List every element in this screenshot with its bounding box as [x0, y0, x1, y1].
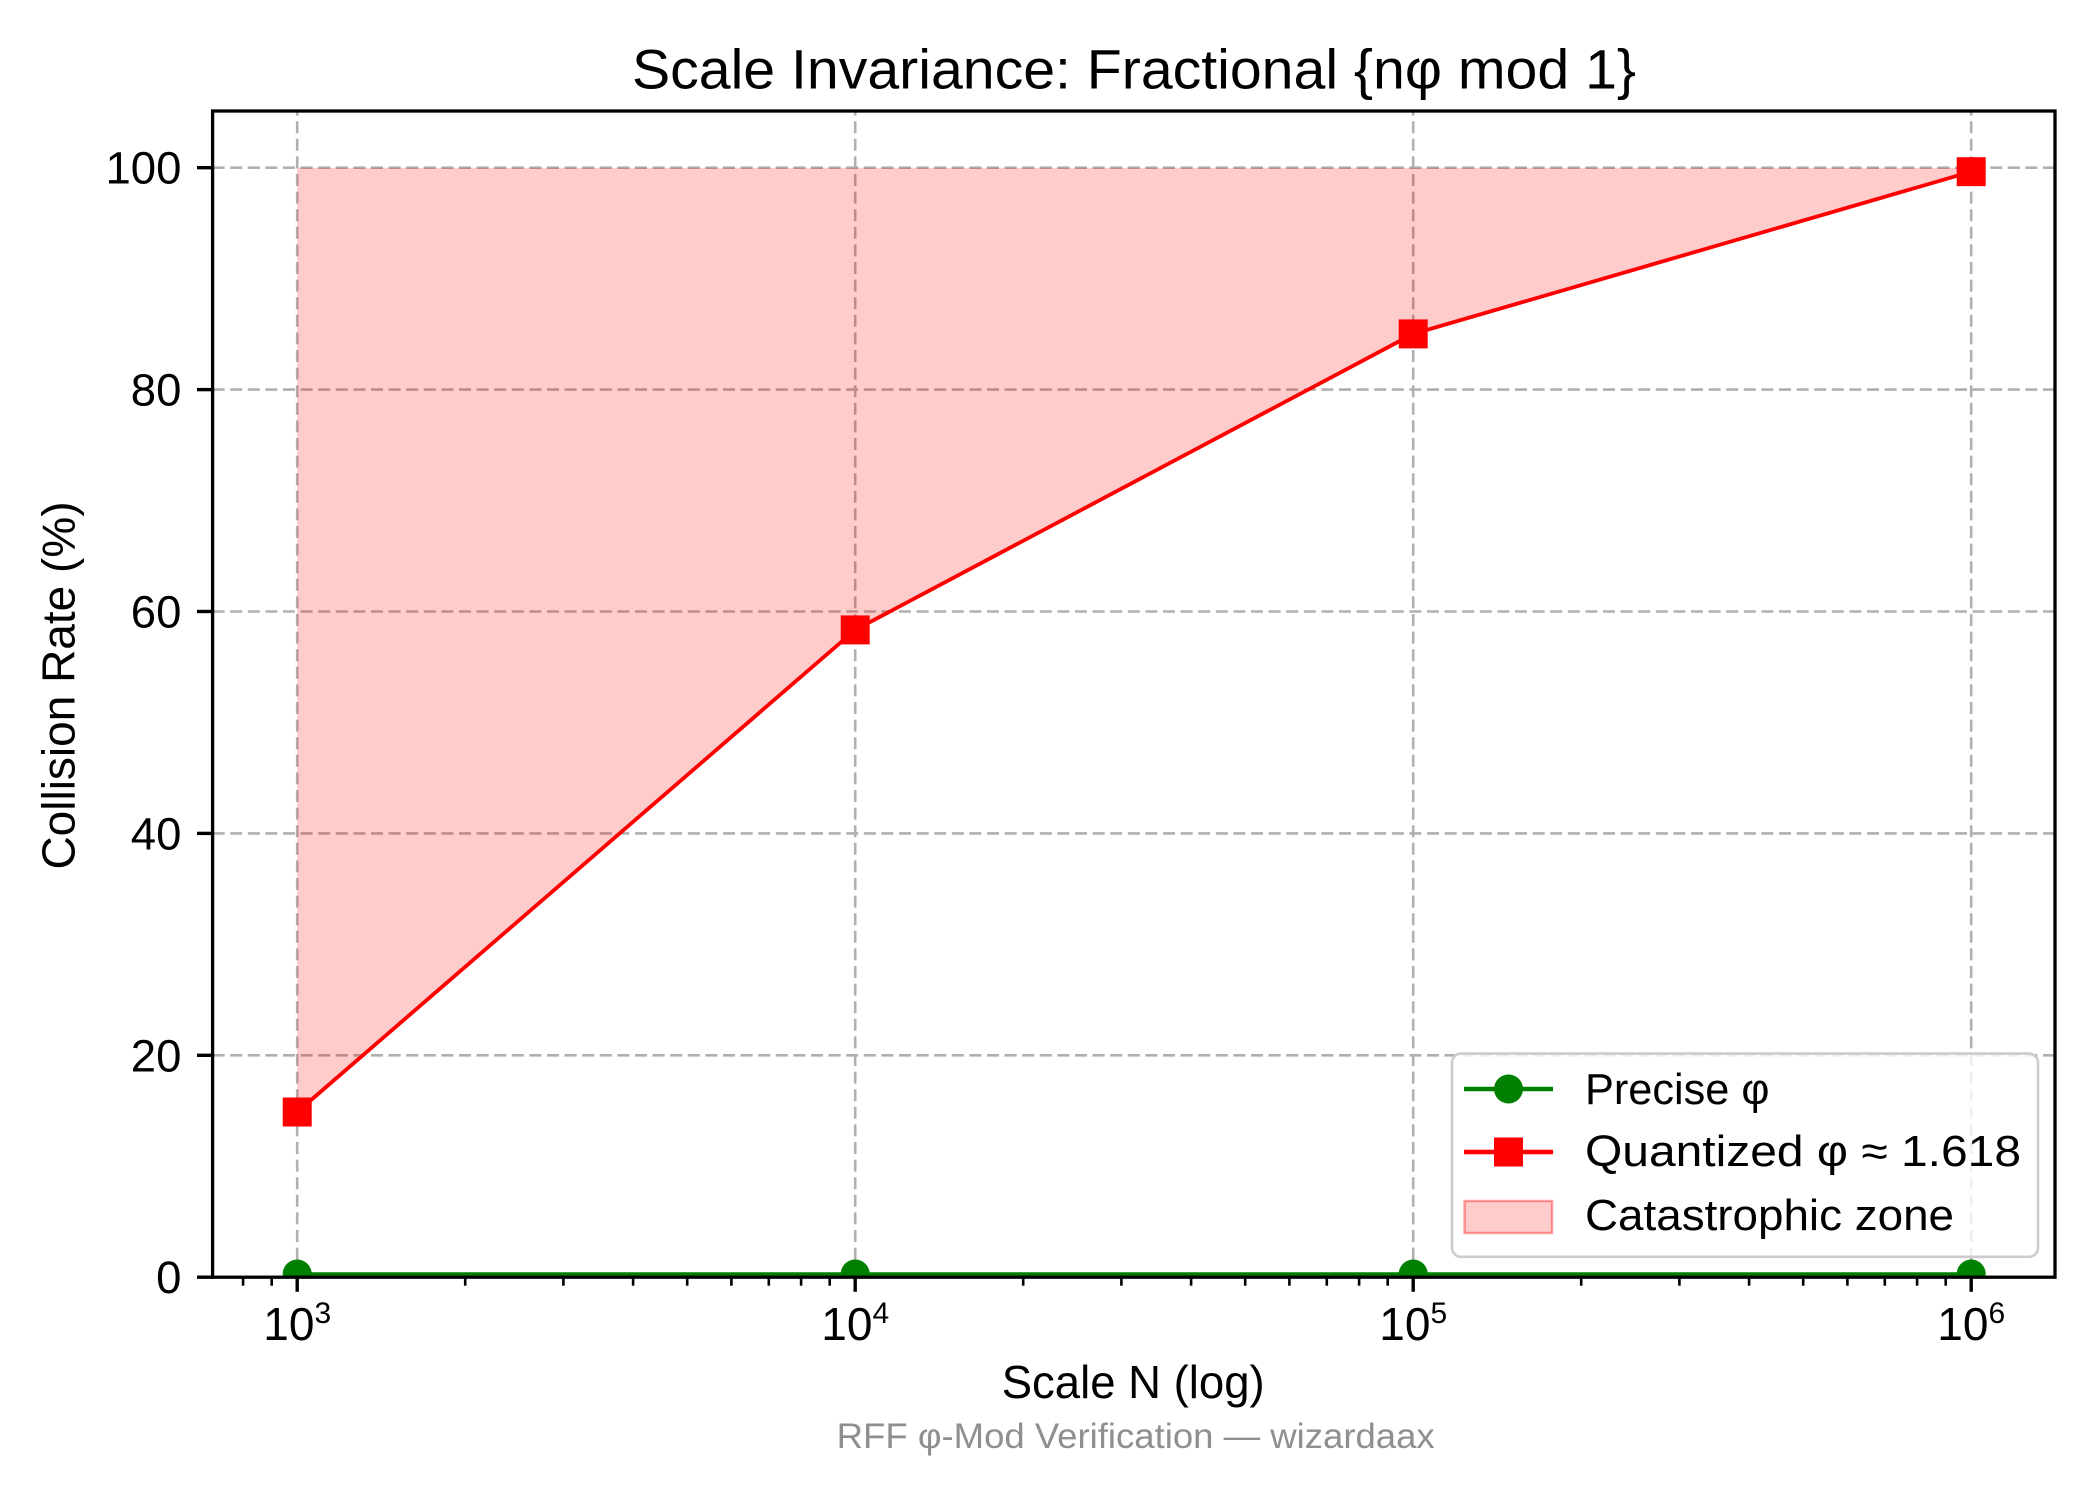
svg-text:Precise φ: Precise φ — [1585, 1065, 1770, 1114]
svg-text:Scale N (log): Scale N (log) — [1002, 1356, 1265, 1408]
svg-text:100: 100 — [105, 143, 181, 194]
svg-text:Collision Rate (%): Collision Rate (%) — [32, 501, 84, 869]
svg-text:Quantized φ ≈ 1.618: Quantized φ ≈ 1.618 — [1585, 1127, 2021, 1176]
svg-text:Scale Invariance: Fractional {: Scale Invariance: Fractional {nφ mod 1} — [632, 38, 1636, 101]
svg-text:106: 106 — [1937, 1297, 2005, 1350]
svg-text:0: 0 — [156, 1252, 181, 1303]
svg-text:Catastrophic zone: Catastrophic zone — [1585, 1191, 1954, 1240]
svg-text:20: 20 — [131, 1030, 182, 1081]
svg-text:RFF φ-Mod Verification — wizar: RFF φ-Mod Verification — wizardaax — [837, 1416, 1435, 1456]
svg-text:40: 40 — [131, 808, 182, 859]
svg-text:80: 80 — [131, 365, 182, 416]
svg-text:60: 60 — [131, 587, 182, 638]
